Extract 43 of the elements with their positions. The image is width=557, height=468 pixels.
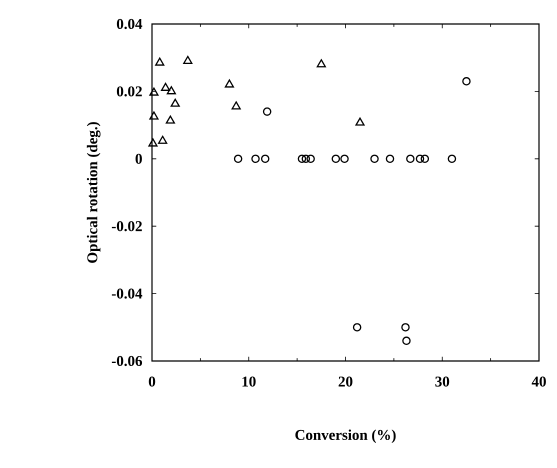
- point: [166, 86, 176, 94]
- y-axis-title: Optical rotation (deg.): [86, 122, 101, 263]
- point: [406, 154, 415, 164]
- x-tick-label: 10: [242, 376, 256, 387]
- point: [149, 111, 159, 120]
- point: [420, 154, 430, 164]
- point: [298, 154, 306, 164]
- point: [170, 98, 180, 107]
- y-tick-label: -0.04: [112, 288, 142, 299]
- point: [332, 154, 340, 164]
- point: [183, 56, 192, 64]
- point: [262, 107, 272, 116]
- point: [340, 154, 349, 164]
- y-tick-label: 0.02: [116, 86, 142, 96]
- point: [316, 59, 326, 68]
- y-tick-label: -0.02: [112, 221, 142, 232]
- y-tick-label: -0.06: [112, 356, 142, 366]
- x-tick-label: 0: [148, 376, 156, 387]
- point: [448, 154, 456, 164]
- x-tick-label: 20: [338, 376, 352, 387]
- x-tick-label: 30: [435, 376, 450, 387]
- point: [306, 154, 315, 164]
- point: [386, 154, 394, 164]
- point: [166, 115, 175, 124]
- point: [155, 58, 164, 66]
- point: [149, 88, 159, 96]
- x-axis-title: Conversion (%): [295, 429, 396, 443]
- point: [416, 154, 424, 164]
- y-tick-label: 0.04: [116, 18, 142, 30]
- x-tick-label: 40: [532, 376, 546, 387]
- point: [355, 118, 365, 126]
- point: [251, 154, 260, 164]
- point: [148, 138, 158, 147]
- point: [462, 77, 471, 86]
- point: [224, 79, 234, 88]
- point: [234, 154, 242, 164]
- point: [302, 154, 310, 164]
- point: [158, 136, 168, 144]
- point: [370, 154, 379, 164]
- point: [260, 154, 270, 164]
- point: [232, 101, 241, 110]
- y-tick-label: 0: [136, 154, 142, 164]
- point: [160, 82, 170, 91]
